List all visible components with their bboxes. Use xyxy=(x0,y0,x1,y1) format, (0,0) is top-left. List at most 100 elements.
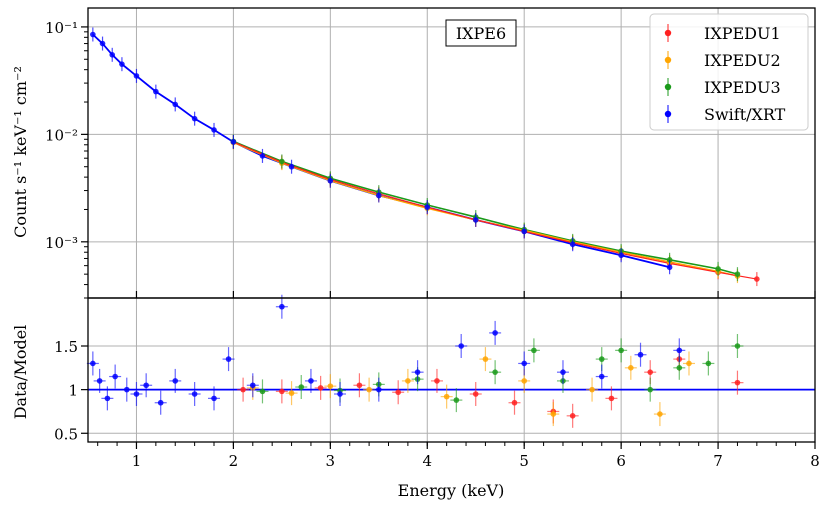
residual-point xyxy=(317,385,324,391)
residual-point xyxy=(104,395,111,402)
residual-point xyxy=(298,384,305,390)
residual-point xyxy=(414,369,421,375)
residual-point xyxy=(458,343,464,349)
bottom-data-points xyxy=(86,294,815,428)
legend-entry: IXPEDU3 xyxy=(704,78,781,97)
residual-point xyxy=(618,347,624,354)
x-tick-label: 1 xyxy=(132,452,142,470)
legend-box xyxy=(649,13,809,131)
bottom-panel-frame xyxy=(87,297,816,443)
residual-point xyxy=(327,383,334,389)
residual-point xyxy=(191,391,198,397)
x-tick-label: 2 xyxy=(229,452,239,470)
residual-point xyxy=(172,378,179,384)
residual-point xyxy=(133,391,140,397)
annotation-box: IXPE6 xyxy=(445,19,517,47)
residual-point xyxy=(492,369,498,375)
residual-point xyxy=(376,386,382,393)
top-model-curves xyxy=(92,33,757,280)
legend-marker xyxy=(664,110,672,118)
legend-marker xyxy=(664,56,672,64)
model-curve-du3 xyxy=(233,140,738,275)
x-tick-label: 8 xyxy=(810,452,820,470)
residual-point xyxy=(434,378,440,384)
legend-entry: IXPEDU2 xyxy=(704,51,781,70)
residual-point xyxy=(676,365,683,371)
residual-point xyxy=(492,330,498,336)
bottom-panel-grid xyxy=(88,298,816,442)
spectrum-point xyxy=(666,264,673,271)
spectrum-point xyxy=(666,257,673,263)
bottom-y-tick-label: 1.5 xyxy=(54,338,78,356)
residual-point xyxy=(288,390,295,396)
spectrum-point xyxy=(211,127,217,133)
residual-point xyxy=(123,386,130,393)
spectrum-point xyxy=(279,158,285,165)
top-y-axis-label: Count s⁻¹ keV⁻¹ cm⁻² xyxy=(11,66,30,238)
annotation-label: IXPE6 xyxy=(456,24,506,43)
top-y-tick-label: 10⁻² xyxy=(45,126,78,144)
legend-entry: IXPEDU1 xyxy=(704,24,781,43)
spectrum-point xyxy=(376,192,382,199)
residual-point xyxy=(259,388,266,395)
residual-point xyxy=(472,391,479,397)
residual-point xyxy=(511,399,518,406)
residual-point xyxy=(550,411,557,417)
legend-entry: Swift/XRT xyxy=(704,105,786,124)
residual-point xyxy=(337,391,343,397)
x-tick-label: 5 xyxy=(519,452,529,470)
spectrum-point xyxy=(715,266,721,272)
spectrum-point xyxy=(288,163,295,170)
spectrum-point xyxy=(569,241,576,248)
spectrum-point xyxy=(734,271,741,277)
spectrum-point xyxy=(172,101,179,108)
residual-point xyxy=(157,399,164,406)
spectrum-point xyxy=(133,73,140,79)
spectrum-point xyxy=(90,31,96,38)
model-curve-swift xyxy=(92,33,670,269)
spectrum-point xyxy=(618,252,624,259)
residual-point xyxy=(734,379,741,386)
residual-point xyxy=(521,378,527,384)
residual-point xyxy=(608,395,615,402)
x-tick-label: 6 xyxy=(616,452,626,470)
bottom-y-tick-label: 0.5 xyxy=(54,425,78,443)
spectrum-point xyxy=(99,40,106,47)
residual-point xyxy=(356,382,363,389)
spectrum-point xyxy=(153,88,159,95)
residual-point xyxy=(443,393,450,400)
residual-point xyxy=(560,369,566,375)
residual-point xyxy=(279,388,285,395)
residual-point xyxy=(112,373,118,380)
legend-marker xyxy=(664,83,672,91)
residual-point xyxy=(676,347,683,354)
residual-point xyxy=(734,343,741,349)
residual-point xyxy=(405,378,411,384)
residual-point xyxy=(143,382,149,389)
residual-point xyxy=(279,303,285,310)
residual-point xyxy=(395,389,401,396)
residual-point xyxy=(211,395,217,402)
x-axis-label: Energy (keV) xyxy=(398,481,505,500)
axes: 1 2 3 4 5 6 7 8 10⁻¹ 10⁻² 10⁻³ 0.5 1 1.5 xyxy=(45,7,820,470)
residual-point xyxy=(569,413,576,419)
x-tick-label: 3 xyxy=(326,452,336,470)
residual-point xyxy=(598,356,605,362)
bottom-y-axis-label: Data/Model xyxy=(11,325,30,420)
spectrum-point xyxy=(259,153,266,159)
legend-marker xyxy=(664,29,672,37)
bottom-y-tick-label: 1 xyxy=(68,382,78,400)
spectrum-point xyxy=(119,61,125,67)
residual-point xyxy=(482,356,489,362)
x-tick-label: 7 xyxy=(713,452,723,470)
residual-point xyxy=(240,386,246,393)
residual-point xyxy=(225,356,232,362)
top-y-tick-label: 10⁻¹ xyxy=(45,19,78,37)
top-data-points xyxy=(90,27,760,287)
residual-point xyxy=(521,360,527,367)
legend: IXPEDU1 IXPEDU2 IXPEDU3 Swift/XRT xyxy=(649,13,809,131)
residual-point xyxy=(657,411,663,417)
residual-point xyxy=(705,360,712,367)
